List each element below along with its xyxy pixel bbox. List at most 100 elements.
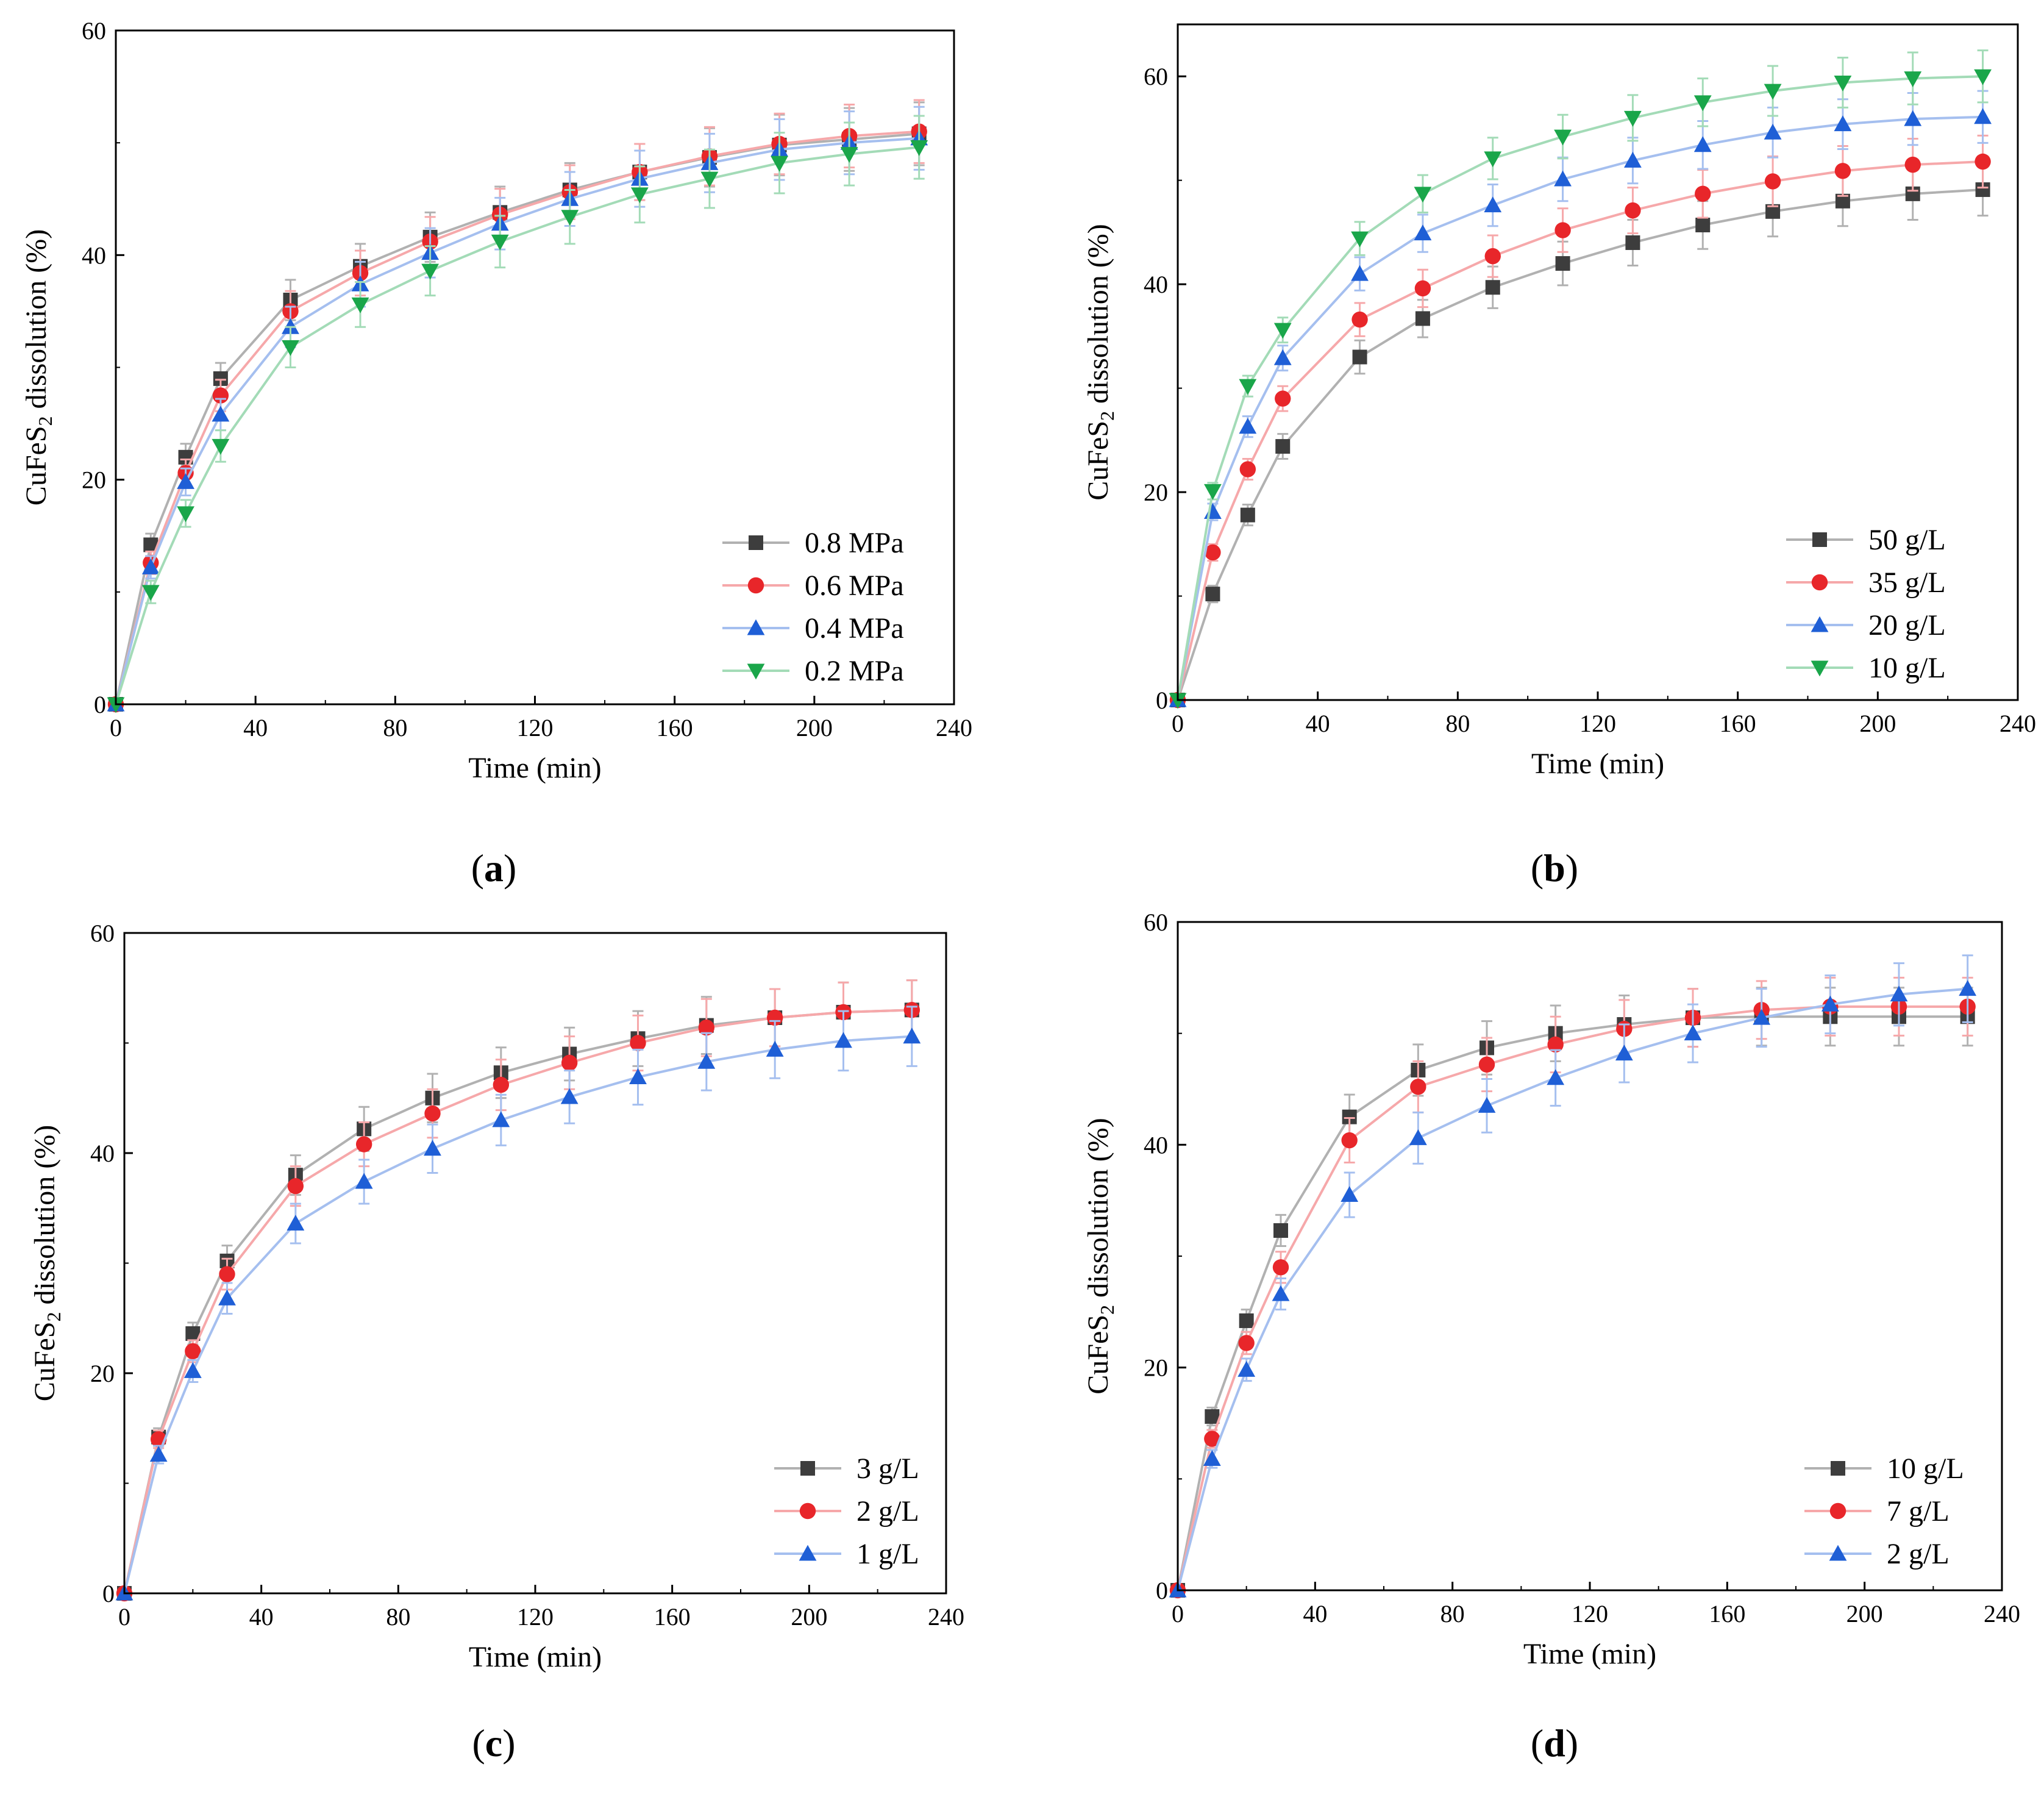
- data-point: [1693, 136, 1712, 152]
- panel-b-series-1: [1170, 162, 1990, 707]
- data-point: [1554, 170, 1572, 187]
- legend-marker: [800, 1461, 815, 1476]
- data-point: [491, 234, 509, 251]
- data-point: [1484, 248, 1501, 265]
- data-point: [771, 155, 788, 172]
- x-tick-label: 40: [243, 714, 268, 741]
- data-point: [141, 585, 160, 601]
- data-point: [561, 210, 579, 226]
- data-point: [177, 506, 194, 523]
- panel-c-legend: 3 g/L 2 g/L 1 g/L: [774, 1452, 919, 1570]
- y-axis-title-main: CuFeS: [1082, 421, 1114, 501]
- data-point: [493, 1076, 510, 1093]
- x-tick-label: 200: [1846, 1600, 1883, 1627]
- panel-a-legend: 0.8 MPa 0.6 MPa 0.4 MPa 0.2 MPa: [722, 527, 904, 687]
- y-tick-label: 40: [1144, 271, 1168, 298]
- data-point: [219, 1266, 235, 1282]
- data-point: [1275, 390, 1291, 407]
- data-point: [1485, 280, 1500, 295]
- legend-marker: [1811, 660, 1829, 677]
- series-line: [115, 146, 919, 705]
- data-point: [1239, 1313, 1254, 1328]
- y-tick-label: 60: [1144, 909, 1168, 936]
- data-point: [1414, 224, 1432, 241]
- x-tick-label: 200: [791, 1603, 827, 1631]
- legend-marker: [747, 663, 765, 680]
- panel-c-series-1: [117, 979, 919, 1601]
- plot-frame: [115, 29, 955, 706]
- panel-c-series-2: [116, 979, 921, 1602]
- panel-label-close: ): [502, 1721, 515, 1765]
- panel-a-series-1: [109, 101, 927, 712]
- y-tick-label: 0: [1156, 687, 1168, 714]
- panel-label-open: (: [1531, 1721, 1544, 1765]
- legend-marker: [1829, 1502, 1846, 1520]
- data-point: [1625, 235, 1640, 250]
- data-point: [1693, 95, 1712, 112]
- data-point: [1890, 985, 1908, 1002]
- data-point: [141, 558, 160, 574]
- panel-label-open: (: [471, 846, 484, 890]
- data-point: [835, 1032, 852, 1048]
- panel-label-letter: c: [485, 1721, 502, 1765]
- legend-label: 35 g/L: [1868, 566, 1946, 599]
- data-point: [1275, 439, 1291, 454]
- data-point: [1554, 222, 1571, 238]
- y-tick-label: 20: [90, 1360, 115, 1387]
- legend-label: 10 g/L: [1887, 1452, 1964, 1485]
- x-tick-label: 80: [1445, 710, 1470, 737]
- panel-label-open: (: [472, 1721, 485, 1765]
- y-tick-label: 20: [1144, 479, 1168, 506]
- data-point: [1684, 1024, 1702, 1041]
- data-point: [1351, 311, 1368, 328]
- data-point: [1237, 1360, 1256, 1377]
- series-line: [115, 132, 919, 705]
- data-point: [1409, 1129, 1427, 1145]
- data-point: [1203, 1450, 1221, 1466]
- data-point: [424, 1140, 441, 1156]
- data-point: [212, 405, 230, 422]
- panel-label-letter: d: [1544, 1721, 1565, 1765]
- data-point: [1238, 1335, 1255, 1351]
- legend-label: 0.8 MPa: [805, 527, 904, 559]
- data-point: [840, 147, 858, 163]
- data-point: [1204, 503, 1222, 519]
- data-point: [1554, 129, 1572, 146]
- x-tick-label: 80: [383, 714, 407, 741]
- x-tick-label: 0: [1172, 710, 1184, 737]
- y-axis-title: CuFeS2 dissolution (%): [1082, 1118, 1118, 1394]
- x-tick-label: 120: [517, 714, 554, 741]
- data-point: [697, 1052, 716, 1069]
- data-point: [1205, 1409, 1220, 1424]
- y-axis-title-subscript: 2: [43, 1312, 65, 1321]
- data-point: [1547, 1069, 1565, 1085]
- data-point: [1272, 1285, 1290, 1301]
- legend-marker: [1831, 1461, 1845, 1476]
- series-line: [1177, 75, 1983, 701]
- y-tick-label: 20: [82, 466, 106, 494]
- data-point: [424, 1105, 441, 1122]
- x-tick-label: 240: [1999, 710, 2036, 737]
- x-tick-label: 160: [1720, 710, 1756, 737]
- y-axis-title-rest: dissolution (%): [29, 1125, 61, 1312]
- data-point: [1273, 349, 1292, 365]
- data-point: [282, 340, 299, 356]
- legend-marker: [799, 1502, 816, 1520]
- x-tick-label: 40: [1306, 710, 1330, 737]
- data-point: [1974, 108, 1992, 124]
- legend-label: 20 g/L: [1868, 609, 1946, 641]
- y-axis-title-rest: dissolution (%): [1082, 224, 1114, 411]
- data-point: [1625, 202, 1641, 219]
- data-point: [218, 1289, 236, 1306]
- legend-marker: [749, 535, 763, 550]
- data-point: [903, 1027, 921, 1044]
- legend-marker: [747, 619, 765, 635]
- data-point: [355, 1136, 372, 1152]
- legend-marker: [1812, 532, 1827, 547]
- series-line: [1177, 188, 1983, 701]
- panel-a-chart: 0 40 80 120 160 200 240 0 20 40 60 Time (min) CuFeS2…: [20, 17, 972, 890]
- data-point: [1615, 1045, 1633, 1061]
- x-tick-label: 240: [1984, 1600, 2020, 1627]
- y-tick-label: 0: [94, 691, 106, 718]
